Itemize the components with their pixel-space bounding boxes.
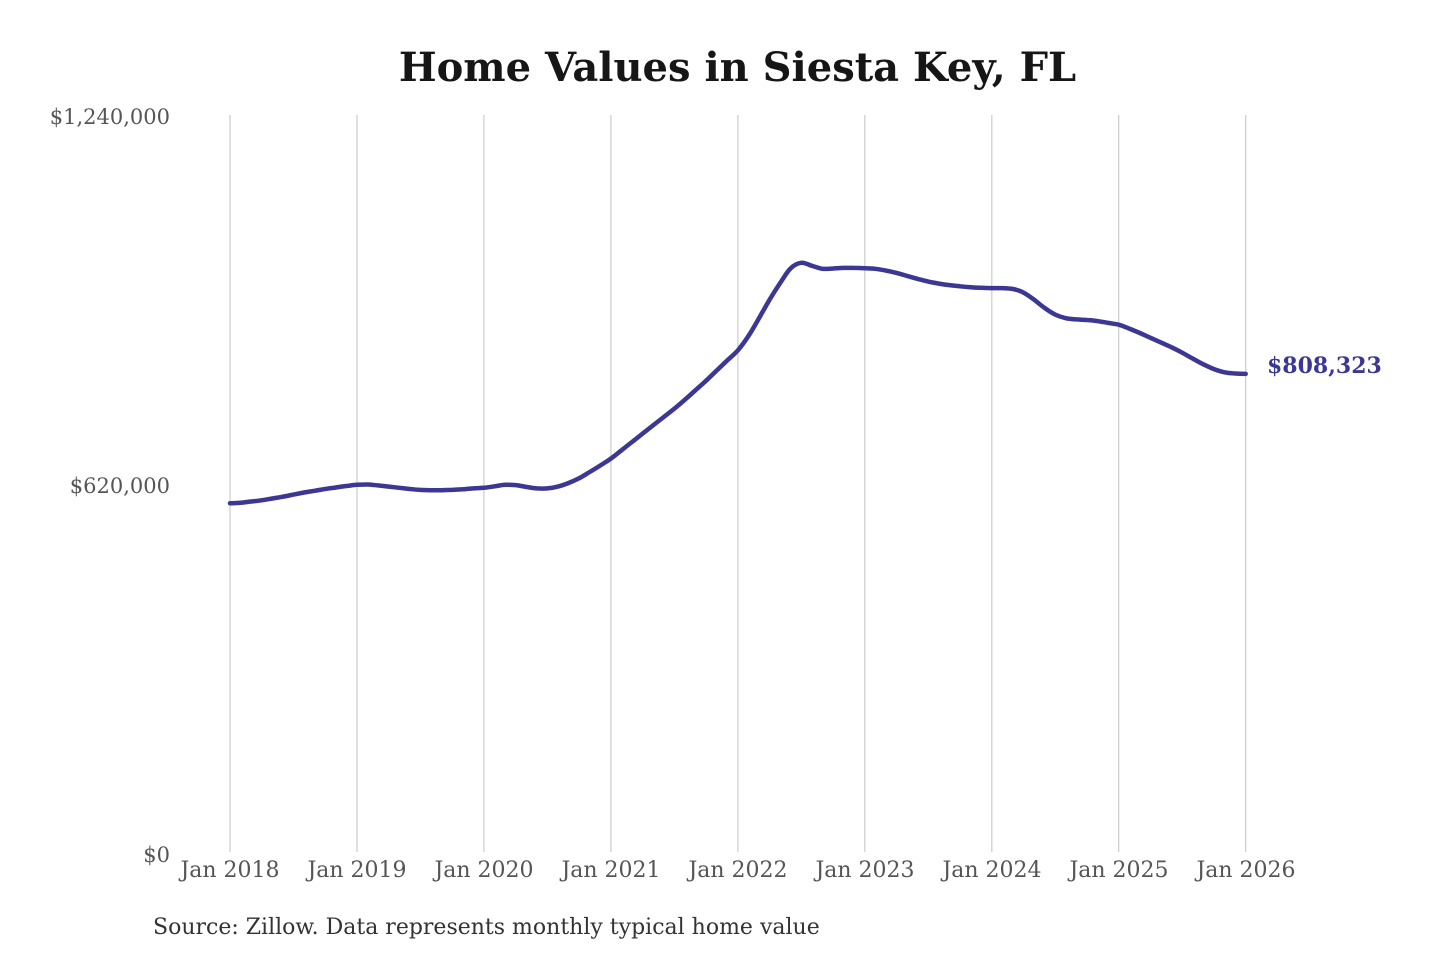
x-tick-label-jan-2022: Jan 2022 (688, 858, 788, 883)
x-tick-label-jan-2025: Jan 2025 (1069, 858, 1169, 883)
latest-value-label: $808,323 (1267, 353, 1382, 379)
x-tick-label-jan-2021: Jan 2021 (561, 858, 661, 883)
x-tick-label-jan-2019: Jan 2019 (307, 858, 407, 883)
chart-title: Home Values in Siesta Key, FL (398, 44, 1077, 91)
x-tick-label-jan-2023: Jan 2023 (815, 858, 915, 883)
x-tick-label-jan-2026: Jan 2026 (1196, 858, 1296, 883)
x-tick-label-jan-2020: Jan 2020 (434, 858, 534, 883)
source-note: Source: Zillow. Data represents monthly … (153, 915, 820, 940)
x-tick-label-jan-2018: Jan 2018 (180, 858, 280, 883)
y-tick-label-0: $0 (143, 843, 170, 867)
home-value-line (227, 260, 1248, 506)
y-tick-label-620k: $620,000 (69, 474, 170, 498)
y-tick-label-1240k: $1,240,000 (49, 105, 170, 129)
x-tick-label-jan-2024: Jan 2024 (942, 858, 1042, 883)
